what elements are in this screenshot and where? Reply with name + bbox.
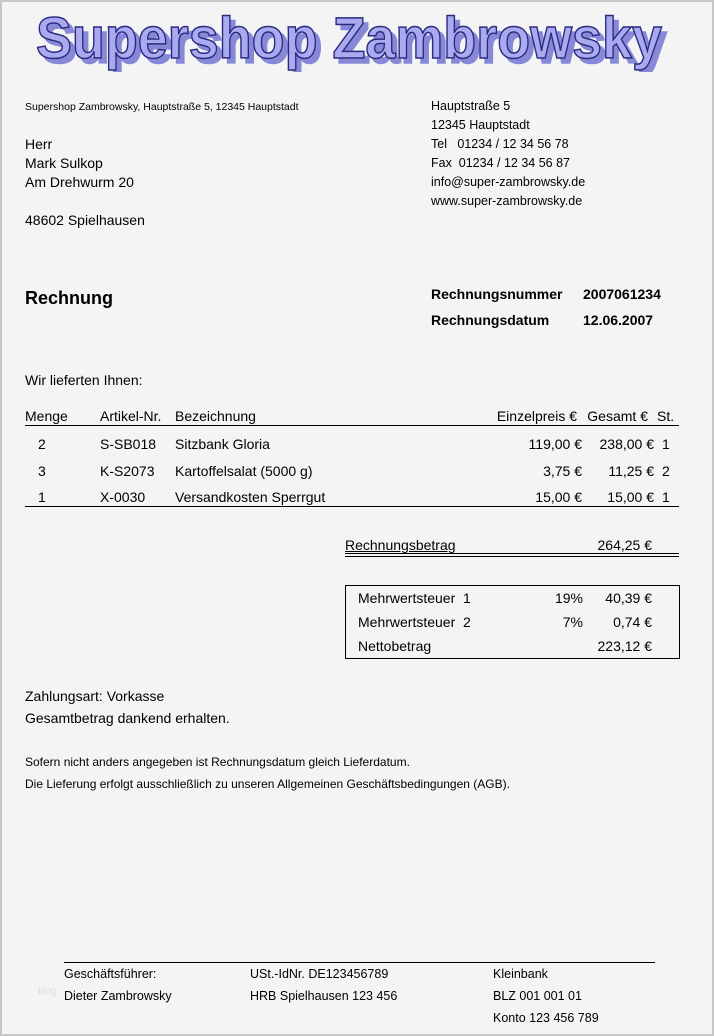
cell-einzelpreis: 15,00 € <box>535 489 582 505</box>
cell-einzelpreis: 3,75 € <box>543 463 582 479</box>
footer-manager-name: Dieter Zambrowsky <box>64 989 172 1003</box>
watermark: blog <box>38 986 57 997</box>
recipient-street: Am Drehwurm 20 <box>25 174 134 190</box>
tax-value: 40,39 € <box>605 590 652 606</box>
cell-einzelpreis: 119,00 € <box>528 436 582 452</box>
recipient-name: Mark Sulkop <box>25 155 103 171</box>
footer-register: HRB Spielhausen 123 456 <box>250 989 398 1003</box>
payment-note: Gesamtbetrag dankend erhalten. <box>25 710 230 726</box>
footer-account: Konto 123 456 789 <box>493 1011 599 1025</box>
payment-method: Zahlungsart: Vorkasse <box>25 688 165 704</box>
cell-bezeichnung: Kartoffelsalat (5000 g) <box>175 463 313 479</box>
logo-text: Supershop Zambrowsky <box>36 6 662 71</box>
cell-artikel-nr: X-0030 <box>100 489 146 505</box>
cell-artikel-nr: K-S2073 <box>100 463 155 479</box>
total-value: 264,25 € <box>597 537 653 553</box>
recipient-city: 48602 Spielhausen <box>25 212 145 228</box>
sender-line: Supershop Zambrowsky, Hauptstraße 5, 123… <box>25 101 299 113</box>
delivery-note: Sofern nicht anders angegeben ist Rechnu… <box>25 755 410 769</box>
cell-gesamt: 11,25 € <box>608 463 654 479</box>
footer-blz: BLZ 001 001 01 <box>493 989 582 1003</box>
company-logo: Supershop Zambrowsky <box>35 5 663 72</box>
cell-menge: 1 <box>38 489 46 505</box>
cell-bezeichnung: Versandkosten Sperrgut <box>175 489 326 505</box>
cell-gesamt: 15,00 € <box>607 489 654 505</box>
tax-rate: 7% <box>562 614 583 630</box>
net-value: 223,12 € <box>597 638 653 654</box>
company-email[interactable]: info@super-zambrowsky.de <box>431 175 586 189</box>
company-street: Hauptstraße 5 <box>431 99 511 113</box>
total-double-rule-1 <box>345 553 679 554</box>
cell-menge: 2 <box>38 436 46 452</box>
footer-bank: Kleinbank <box>493 967 548 981</box>
cell-bezeichnung: Sitzbank Gloria <box>175 436 270 452</box>
terms-note: Die Lieferung erfolgt ausschließlich zu … <box>25 777 510 791</box>
tax-value: 0,74 € <box>613 614 652 630</box>
invoice-number-label: Rechnungsnummer <box>431 286 563 302</box>
header-menge: Menge <box>25 408 68 424</box>
company-city: 12345 Hauptstadt <box>431 118 530 132</box>
tax-rate: 19% <box>554 590 583 606</box>
intro-text: Wir lieferten Ihnen: <box>25 372 143 388</box>
cell-artikel-nr: S-SB018 <box>100 436 157 452</box>
recipient-salutation: Herr <box>25 136 53 152</box>
company-phone: Tel 01234 / 12 34 56 78 <box>431 137 569 151</box>
invoice-date-label: Rechnungsdatum <box>431 312 550 328</box>
header-artikel-nr: Artikel-Nr. <box>100 408 162 424</box>
invoice-number-value: 2007061234 <box>583 286 661 302</box>
table-bottom-rule <box>25 506 679 507</box>
company-fax: Fax 01234 / 12 34 56 87 <box>431 156 570 170</box>
footer-rule <box>64 962 655 963</box>
table-header-rule <box>25 425 679 426</box>
header-einzelpreis: Einzelpreis € <box>496 408 577 424</box>
company-website[interactable]: www.super-zambrowsky.de <box>431 194 583 208</box>
net-label: Nettobetrag <box>358 638 432 654</box>
cell-stueck: 1 <box>662 489 670 505</box>
footer-vat-id: USt.-IdNr. DE123456789 <box>250 967 389 981</box>
header-bezeichnung: Bezeichnung <box>175 408 256 424</box>
cell-stueck: 2 <box>662 463 670 479</box>
cell-menge: 3 <box>38 463 46 479</box>
tax-label: Mehrwertsteuer 2 <box>358 614 471 630</box>
total-label: Rechnungsbetrag <box>345 537 456 553</box>
header-gesamt: Gesamt € <box>587 408 648 424</box>
cell-gesamt: 238,00 € <box>599 436 655 452</box>
total-double-rule-2 <box>345 556 679 557</box>
footer-manager-label: Geschäftsführer: <box>64 967 157 981</box>
document-title: Rechnung <box>25 288 113 308</box>
invoice-date-value: 12.06.2007 <box>583 312 654 328</box>
tax-label: Mehrwertsteuer 1 <box>358 590 471 606</box>
cell-stueck: 1 <box>662 436 670 452</box>
tax-summary-box <box>345 585 680 659</box>
header-stueck: St. <box>657 408 675 424</box>
